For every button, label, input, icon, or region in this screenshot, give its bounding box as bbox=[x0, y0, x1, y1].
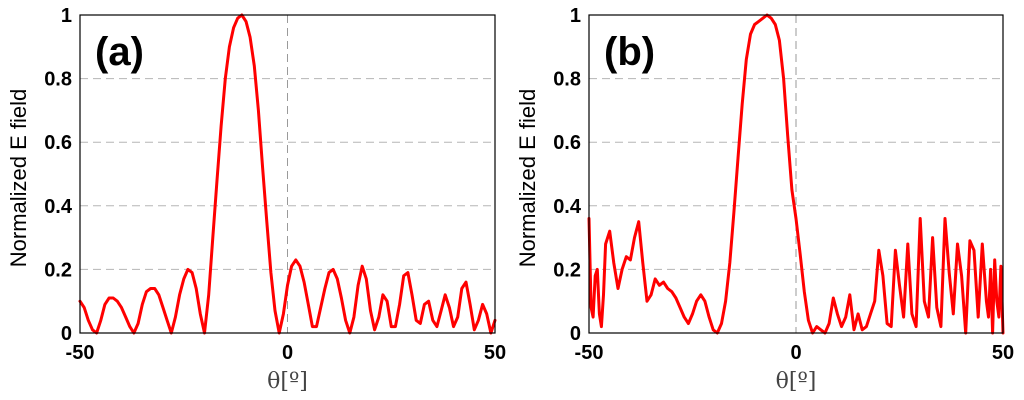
xtick-label-a-2: 50 bbox=[484, 342, 506, 364]
ytick-label-a-0: 0 bbox=[61, 323, 72, 345]
ytick-label-b-2: 0.4 bbox=[553, 196, 582, 218]
ytick-label-a-5: 1 bbox=[61, 5, 72, 27]
xlabel-a: θ[º] bbox=[267, 369, 308, 394]
panel-label-a: (a) bbox=[95, 30, 144, 74]
axes-frame-b bbox=[588, 14, 1004, 334]
series-line-a bbox=[78, 13, 497, 335]
ytick-label-a-1: 0.2 bbox=[44, 259, 72, 281]
ytick-label-b-4: 0.8 bbox=[553, 69, 581, 91]
ytick-label-a-2: 0.4 bbox=[44, 196, 73, 218]
ylabel-a: Normalized E field bbox=[6, 89, 31, 268]
xtick-label-a-1: 0 bbox=[282, 342, 293, 364]
ytick-label-b-5: 1 bbox=[570, 5, 581, 27]
xtick-label-a-0: -50 bbox=[66, 342, 95, 364]
xtick-label-b-0: -50 bbox=[575, 342, 604, 364]
axes-frame-a bbox=[79, 14, 496, 334]
panel-label-b: (b) bbox=[604, 30, 655, 74]
xtick-label-b-1: 0 bbox=[790, 342, 801, 364]
xtick-label-b-2: 50 bbox=[992, 342, 1014, 364]
ytick-label-a-4: 0.8 bbox=[44, 69, 72, 91]
ytick-label-b-1: 0.2 bbox=[553, 259, 581, 281]
ytick-label-b-0: 0 bbox=[570, 323, 581, 345]
ytick-label-b-3: 0.6 bbox=[553, 132, 581, 154]
xlabel-b: θ[º] bbox=[776, 369, 817, 394]
series-line-b bbox=[587, 13, 1005, 335]
ytick-label-a-3: 0.6 bbox=[44, 132, 72, 154]
ylabel-b: Normalized E field bbox=[515, 89, 540, 268]
